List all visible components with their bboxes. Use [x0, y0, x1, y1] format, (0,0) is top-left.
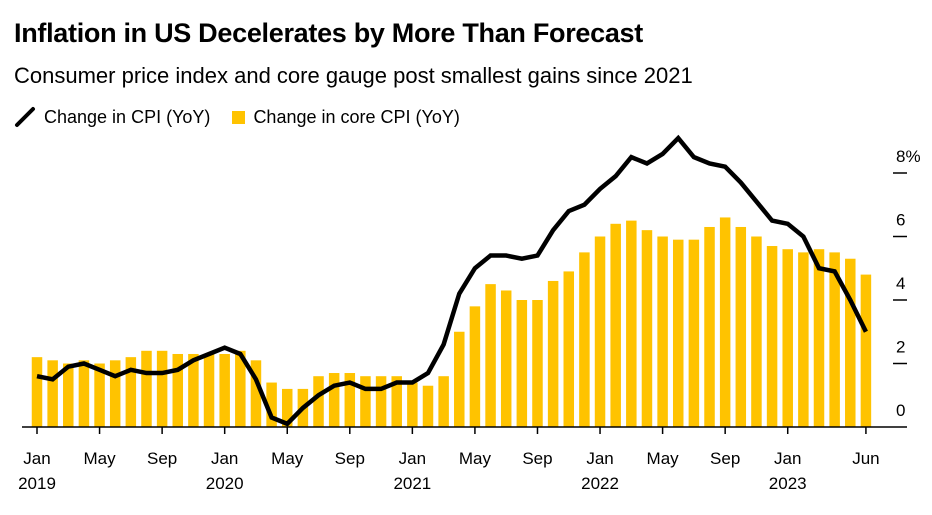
x-tick-label-month: Sep	[710, 449, 740, 468]
core-cpi-bar	[172, 353, 184, 427]
core-cpi-bar	[360, 376, 371, 427]
x-tick-label-month: Jan	[23, 449, 50, 468]
core-cpi-bar	[422, 385, 434, 427]
x-tick-label-year: 2019	[18, 474, 56, 493]
y-tick-label: 2	[896, 338, 905, 357]
core-cpi-bar	[454, 331, 465, 427]
cpi-line-layer	[36, 134, 868, 427]
core-cpi-bar	[813, 249, 825, 427]
core-cpi-bar	[203, 353, 215, 427]
core-cpi-bar	[532, 300, 543, 427]
x-tick-label-month: May	[271, 449, 304, 468]
core-cpi-bar	[63, 363, 74, 427]
core-cpi-bar	[547, 280, 559, 427]
legend-label-cpi: Change in CPI (YoY)	[44, 106, 211, 127]
core-cpi-bar	[751, 236, 762, 427]
core-cpi-bar	[156, 350, 168, 427]
core-cpi-bar	[610, 223, 621, 427]
x-tick-label-year: 2021	[393, 474, 431, 493]
core-cpi-bar	[641, 230, 653, 427]
y-tick-label: 6	[896, 211, 905, 230]
core-cpi-bar	[766, 246, 778, 427]
x-tick-label-year: 2020	[206, 474, 244, 493]
chart-subtitle: Consumer price index and core gauge post…	[14, 63, 693, 88]
core-cpi-bar	[188, 353, 199, 427]
core-cpi-bar	[516, 300, 528, 427]
core-cpi-bar	[31, 357, 43, 427]
core-cpi-bar	[250, 360, 262, 427]
core-cpi-bar	[563, 271, 575, 427]
core-cpi-bar	[78, 360, 90, 427]
core-cpi-bar	[109, 360, 121, 427]
core-cpi-bar	[704, 226, 715, 427]
core-cpi-bar	[485, 284, 496, 428]
x-tick-label-month: Jan	[399, 449, 426, 468]
core-cpi-bar	[219, 353, 230, 427]
core-cpi-bar	[657, 236, 668, 427]
core-cpi-bar	[313, 376, 324, 427]
core-cpi-bar	[594, 236, 606, 427]
core-cpi-bars	[31, 217, 872, 428]
legend-item-cpi: Change in CPI (YoY)	[14, 106, 210, 128]
core-cpi-bar	[579, 252, 590, 428]
core-cpi-bar	[281, 388, 293, 427]
legend-label-core: Change in core CPI (YoY)	[253, 106, 460, 127]
x-tick-label-month: Jan	[774, 449, 801, 468]
core-cpi-bar	[375, 376, 387, 427]
core-cpi-bar	[798, 252, 809, 428]
core-cpi-bar	[672, 239, 684, 427]
x-tick-label-month: Jan	[586, 449, 613, 468]
x-tick-label-month: May	[647, 449, 680, 468]
legend-line-swatch	[15, 107, 35, 127]
core-cpi-bar	[344, 373, 356, 427]
x-tick-label-month: Jun	[852, 449, 879, 468]
legend-item-core: Change in core CPI (YoY)	[232, 106, 460, 128]
core-cpi-bar	[141, 350, 152, 427]
cpi-line	[36, 134, 868, 427]
x-tick-label-year: 2022	[581, 474, 619, 493]
core-cpi-bar	[782, 249, 793, 427]
y-tick-label: 0	[896, 401, 905, 420]
x-tick-label-year: 2023	[769, 474, 807, 493]
core-cpi-bar	[391, 376, 402, 427]
core-cpi-bar	[469, 306, 481, 427]
x-tick-label-month: May	[83, 449, 116, 468]
core-cpi-bar	[688, 239, 700, 427]
core-cpi-bar	[328, 373, 340, 427]
core-cpi-bar	[719, 217, 731, 427]
x-tick-label-month: May	[459, 449, 492, 468]
core-cpi-bar	[860, 274, 872, 427]
core-cpi-bar	[829, 252, 840, 428]
chart-title: Inflation in US Decelerates by More Than…	[14, 18, 643, 48]
axes: 0 2 4 6 8% Jan 2019 May Sep Jan 2020 May Sep Jan 2021 M…	[18, 147, 920, 493]
x-tick-label-month: Sep	[335, 449, 365, 468]
core-cpi-bar	[94, 363, 105, 427]
core-cpi-bar	[500, 290, 512, 428]
x-tick-label-month: Sep	[147, 449, 177, 468]
core-cpi-bar	[845, 258, 856, 428]
core-cpi-bar	[626, 220, 637, 428]
legend: Change in CPI (YoY) Change in core CPI (…	[14, 106, 482, 128]
core-cpi-bar	[47, 360, 58, 427]
core-cpi-bar	[235, 350, 246, 427]
core-cpi-bar	[266, 382, 277, 427]
core-cpi-bar	[125, 357, 137, 427]
x-tick-label-month: Sep	[522, 449, 552, 468]
x-tick-label-month: Jan	[211, 449, 238, 468]
core-cpi-bar	[735, 226, 747, 427]
core-cpi-bar	[438, 376, 449, 427]
core-cpi-bar	[407, 382, 418, 427]
y-tick-label: 4	[896, 274, 905, 293]
y-tick-label: 8%	[896, 147, 921, 166]
legend-bar-swatch	[232, 110, 246, 124]
